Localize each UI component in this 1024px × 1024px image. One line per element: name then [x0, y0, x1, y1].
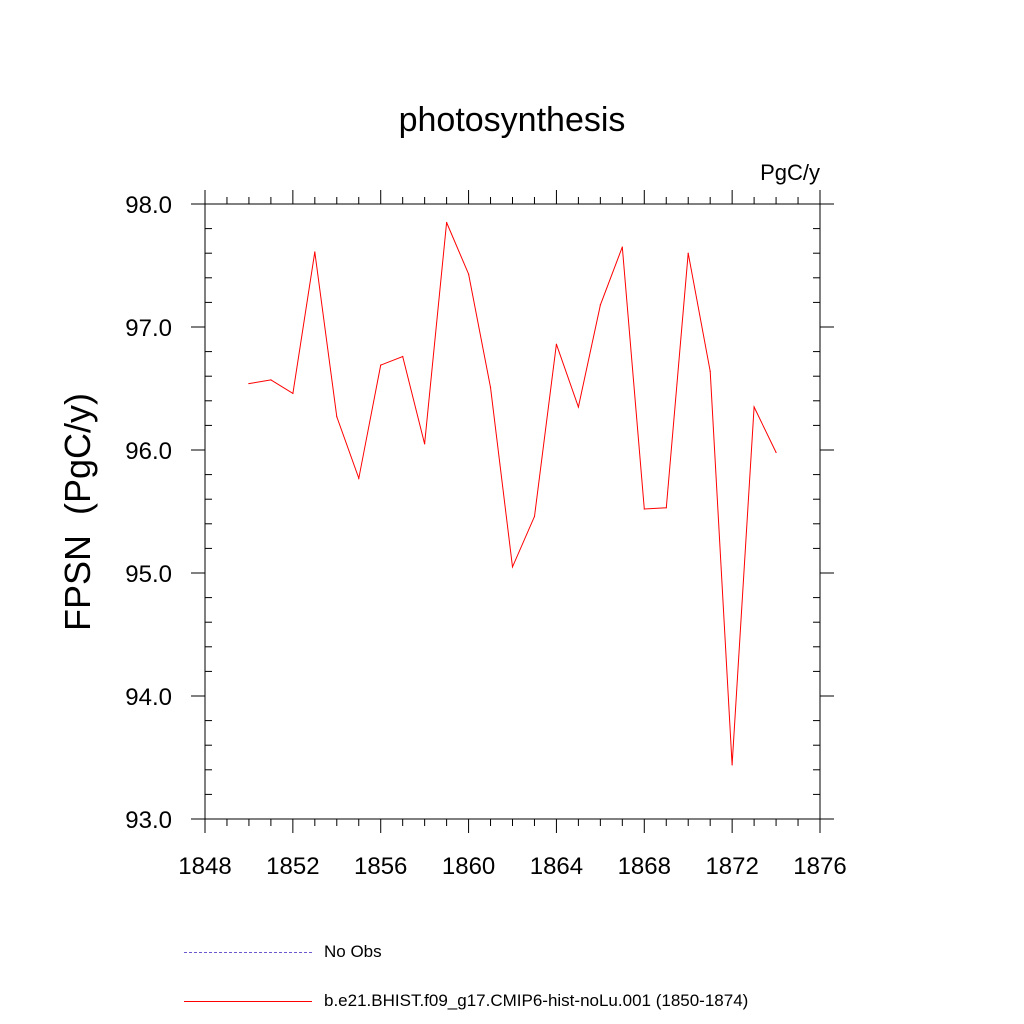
data-point	[665, 507, 667, 509]
data-point	[489, 386, 492, 388]
legend-dashed-swatch	[184, 951, 312, 953]
data-point	[336, 416, 338, 418]
data-point	[446, 221, 448, 224]
data-point	[533, 515, 536, 518]
y-tick-label: 98.0	[125, 192, 172, 219]
x-tick-label: 1876	[793, 853, 846, 880]
series-layer	[248, 221, 777, 766]
data-point	[467, 273, 470, 275]
legend-label-no-obs: No Obs	[324, 942, 382, 961]
data-point	[709, 370, 711, 372]
y-tick-label: 97.0	[125, 315, 172, 342]
data-point	[599, 304, 601, 306]
legend-solid-swatch	[184, 1000, 312, 1002]
chart-title: photosynthesis	[399, 101, 626, 139]
legend-entry-model: b.e21.BHIST.f09_g17.CMIP6-hist-noLu.001 …	[184, 989, 748, 1013]
series-line	[248, 222, 777, 765]
units-label: PgC/y	[760, 160, 820, 185]
data-point	[358, 477, 360, 479]
x-tick-label: 1864	[530, 853, 583, 880]
data-point	[643, 508, 645, 510]
data-point	[731, 764, 733, 766]
data-point	[314, 251, 316, 253]
data-point	[424, 443, 426, 445]
y-tick-label: 96.0	[125, 438, 172, 465]
data-point	[555, 343, 558, 345]
data-point	[380, 364, 382, 366]
y-axis-label: FPSN (PgC/y)	[57, 393, 98, 631]
y-tick-label: 94.0	[125, 684, 172, 711]
y-tick-label: 95.0	[125, 561, 172, 588]
data-point	[248, 382, 250, 385]
data-point	[577, 406, 579, 408]
data-point	[687, 252, 689, 254]
legend-label-model: b.e21.BHIST.f09_g17.CMIP6-hist-noLu.001 …	[324, 991, 749, 1010]
x-tick-label: 1872	[705, 853, 758, 880]
y-tick-label: 93.0	[125, 807, 172, 834]
x-tick-label: 1848	[178, 853, 231, 880]
x-tick-label: 1852	[266, 853, 319, 880]
x-tick-label: 1856	[354, 853, 407, 880]
data-point	[621, 246, 623, 248]
x-tick-label: 1868	[618, 853, 671, 880]
data-point	[511, 566, 514, 568]
data-point	[292, 392, 294, 395]
axes: 1848 1852 1856 1860 1864 1868 1872 1876 93.0 94.0…	[125, 190, 847, 880]
data-point	[270, 379, 272, 381]
data-point	[402, 355, 404, 358]
plot-frame	[204, 203, 821, 820]
data-point	[775, 451, 777, 454]
x-tick-label: 1860	[442, 853, 495, 880]
legend-entry-no-obs: No Obs	[184, 940, 382, 964]
data-point	[753, 406, 755, 408]
